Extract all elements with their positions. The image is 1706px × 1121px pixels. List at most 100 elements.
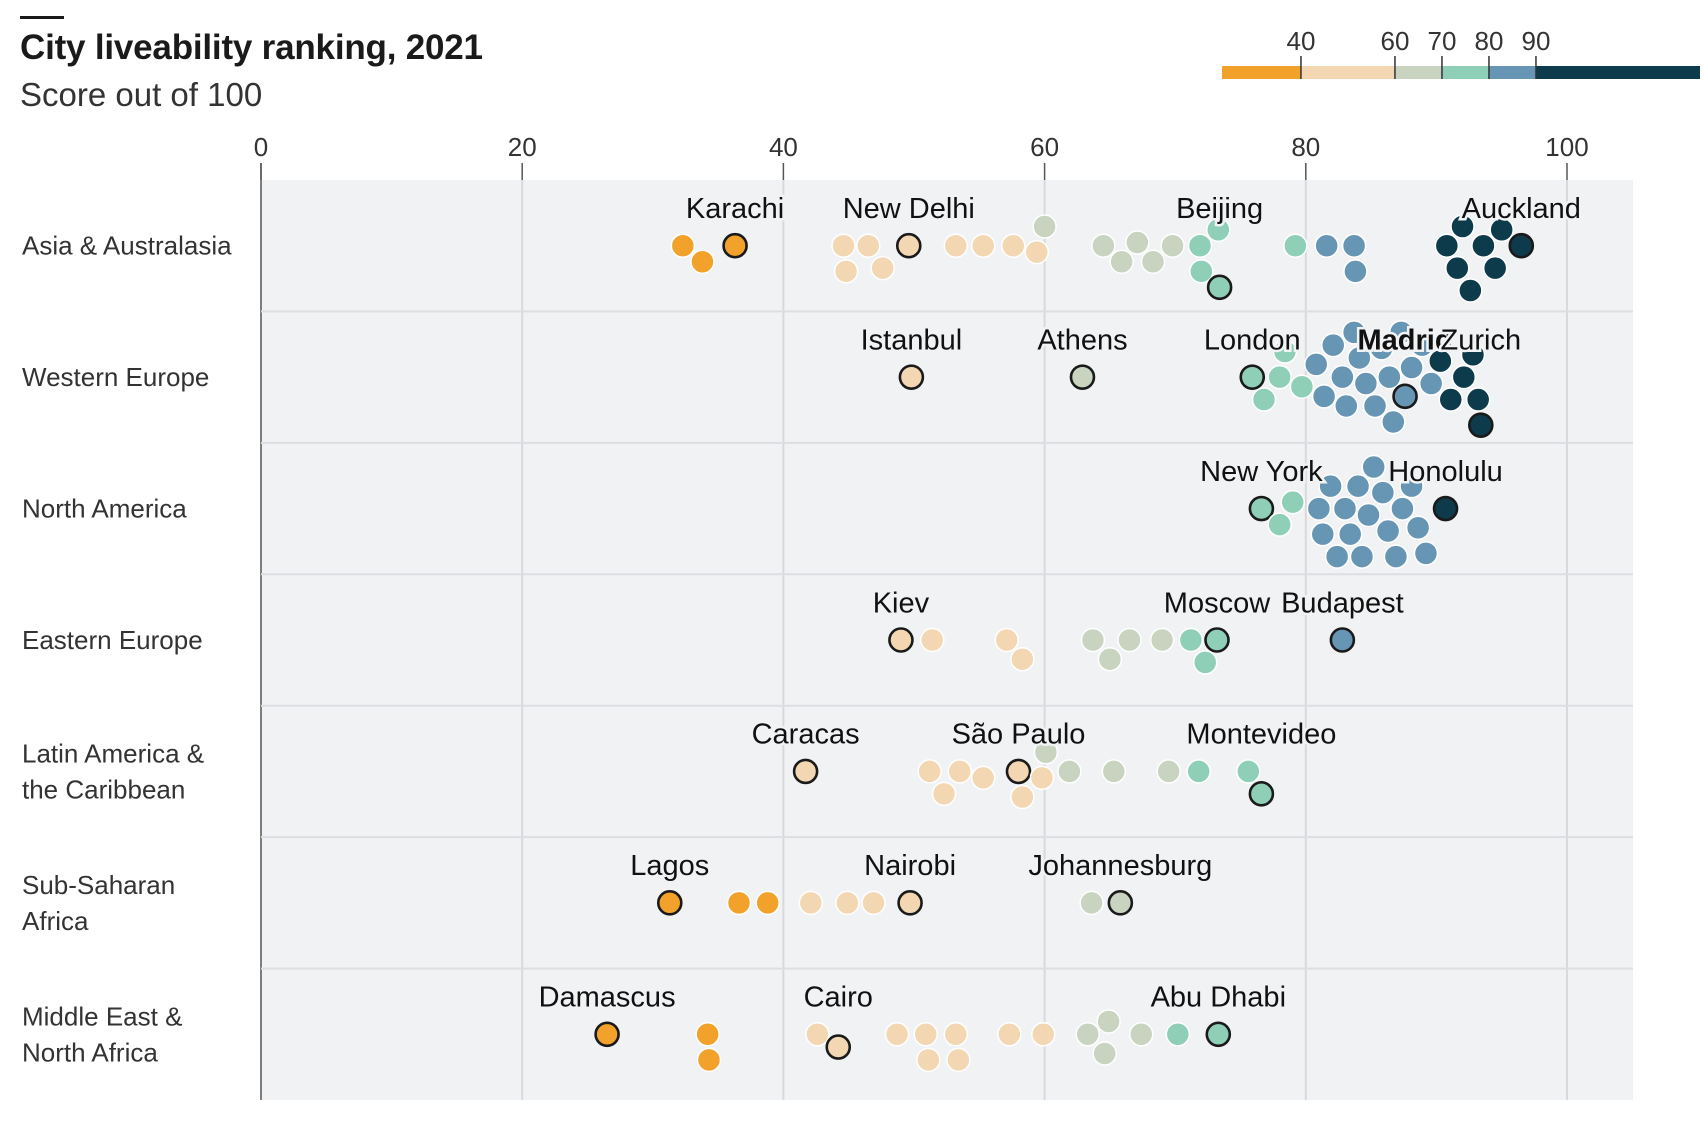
- city-dot: [1459, 279, 1482, 302]
- highlighted-city-dot: [897, 234, 920, 257]
- city-dot: [1357, 503, 1380, 526]
- city-dot: [1467, 388, 1490, 411]
- city-label: London: [1204, 324, 1301, 356]
- city-label: Karachi: [686, 193, 784, 225]
- city-dot: [1011, 786, 1034, 809]
- city-dot: [1098, 648, 1121, 671]
- city-dot: [671, 234, 694, 257]
- city-dot: [1290, 375, 1313, 398]
- highlighted-city-dot: [658, 891, 681, 914]
- beeswarm-chart: 40 60 70 80 900 20 40 60 80 100Asia & Australasia…: [0, 0, 1706, 1121]
- city-dot: [862, 891, 885, 914]
- region-label: Africa: [22, 906, 89, 936]
- highlighted-city-dot: [724, 234, 747, 257]
- city-dot: [917, 1048, 940, 1071]
- city-dot: [756, 891, 779, 914]
- city-label: Lagos: [630, 850, 709, 882]
- city-label: São Paulo: [952, 719, 1086, 751]
- city-dot: [1377, 519, 1400, 542]
- city-dot: [1253, 388, 1276, 411]
- city-dot: [1362, 455, 1385, 478]
- city-dot: [871, 257, 894, 280]
- city-dot: [1343, 234, 1366, 257]
- city-dot: [1378, 366, 1401, 389]
- city-dot: [696, 1023, 719, 1046]
- x-tick-label: 60: [1030, 132, 1059, 162]
- city-dot: [1033, 215, 1056, 238]
- city-dot: [1435, 234, 1458, 257]
- highlighted-city-dot: [1250, 782, 1273, 805]
- highlighted-city-dot: [1071, 366, 1094, 389]
- city-dot: [799, 891, 822, 914]
- region-label: the Caribbean: [22, 774, 185, 804]
- city-dot: [806, 1023, 829, 1046]
- legend-tick-label: 40: [1286, 26, 1315, 56]
- city-label: Abu Dhabi: [1151, 982, 1286, 1014]
- highlighted-city-dot: [1250, 497, 1273, 520]
- highlighted-city-dot: [1510, 234, 1533, 257]
- city-dot: [1472, 234, 1495, 257]
- city-dot: [1333, 497, 1356, 520]
- city-dot: [835, 260, 858, 283]
- city-dot: [914, 1023, 937, 1046]
- city-dot: [1102, 760, 1125, 783]
- city-label: New York: [1200, 456, 1323, 488]
- city-dot: [832, 234, 855, 257]
- city-dot: [944, 234, 967, 257]
- region-label: Western Europe: [22, 362, 209, 392]
- highlighted-city-dot: [1208, 276, 1231, 299]
- city-dot: [972, 766, 995, 789]
- region-label: Sub-Saharan: [22, 870, 175, 900]
- city-dot: [1179, 629, 1202, 652]
- city-dot: [1118, 629, 1141, 652]
- legend-tick-label: 70: [1427, 26, 1456, 56]
- highlighted-city-dot: [827, 1036, 850, 1059]
- city-dot: [1237, 760, 1260, 783]
- city-dot: [1166, 1023, 1189, 1046]
- x-tick-label: 0: [254, 132, 268, 162]
- city-dot: [1439, 388, 1462, 411]
- region-label: Eastern Europe: [22, 625, 203, 655]
- city-dot: [1194, 651, 1217, 674]
- city-dot: [1151, 629, 1174, 652]
- city-dot: [836, 891, 859, 914]
- city-label: Nairobi: [864, 850, 956, 882]
- city-dot: [1364, 394, 1387, 417]
- x-tick-label: 100: [1545, 132, 1588, 162]
- city-dot: [1311, 523, 1334, 546]
- city-dot: [1081, 629, 1104, 652]
- highlighted-city-dot: [794, 760, 817, 783]
- x-tick-label: 80: [1291, 132, 1320, 162]
- highlighted-city-dot: [1205, 629, 1228, 652]
- city-dot: [1384, 545, 1407, 568]
- city-dot: [1092, 234, 1115, 257]
- city-dot: [1030, 766, 1053, 789]
- highlighted-city-dot: [596, 1023, 619, 1046]
- city-label: Budapest: [1281, 587, 1404, 619]
- legend-tick-label: 60: [1380, 26, 1409, 56]
- plot-background: [261, 180, 1633, 1100]
- city-dot: [1002, 234, 1025, 257]
- highlighted-city-dot: [1241, 366, 1264, 389]
- city-dot: [1130, 1023, 1153, 1046]
- x-tick-label: 20: [508, 132, 537, 162]
- city-dot: [1080, 891, 1103, 914]
- city-dot: [857, 234, 880, 257]
- city-dot: [998, 1023, 1021, 1046]
- city-label: Istanbul: [861, 324, 963, 356]
- city-dot: [1335, 394, 1358, 417]
- city-dot: [1313, 385, 1336, 408]
- city-dot: [1305, 353, 1328, 376]
- city-dot: [1110, 250, 1133, 273]
- city-dot: [1484, 257, 1507, 280]
- highlighted-city-dot: [1469, 414, 1492, 437]
- legend-swatch: [1536, 66, 1700, 79]
- city-dot: [1076, 1023, 1099, 1046]
- city-dot: [697, 1048, 720, 1071]
- city-dot: [1339, 523, 1362, 546]
- highlighted-city-dot: [889, 629, 912, 652]
- city-label: Auckland: [1462, 193, 1581, 225]
- city-dot: [1391, 497, 1414, 520]
- x-tick-label: 40: [769, 132, 798, 162]
- city-dot: [972, 234, 995, 257]
